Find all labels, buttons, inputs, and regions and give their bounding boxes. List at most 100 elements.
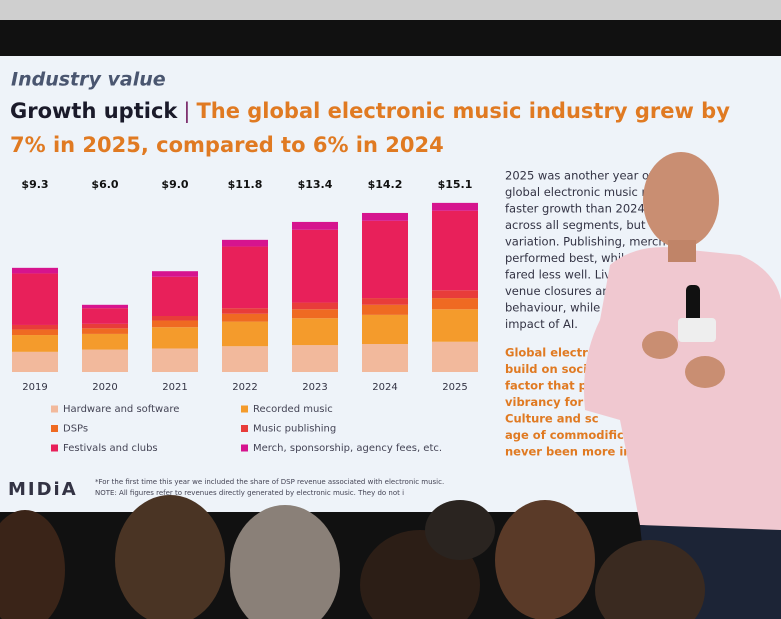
highlight-line: never been more impo: [505, 445, 651, 459]
bar-segment: [82, 349, 128, 372]
bar-segment: [152, 327, 198, 349]
highlight-line: age of commodification: [505, 428, 657, 442]
x-tick-label: 2019: [22, 382, 47, 393]
body-line: impact of AI.: [505, 317, 578, 331]
legend-swatch: [241, 444, 248, 452]
bar-segment: [292, 302, 338, 310]
body-text: 2025 was another year of global electroni…: [505, 169, 666, 459]
bar-segment: [362, 220, 408, 299]
body-line: across all segments, but wi: [505, 218, 662, 232]
bar-segment: [152, 348, 198, 372]
x-tick-label: 2024: [372, 382, 397, 393]
bar-segment: [222, 321, 268, 347]
bar-segment: [82, 308, 128, 324]
bar-segment: [222, 246, 268, 309]
bar-segment: [152, 276, 198, 316]
total-label: $6.0: [91, 178, 118, 191]
body-line: faster growth than 2024.: [505, 202, 648, 216]
highlight-line: factor that p: [505, 379, 587, 393]
body-line: 2025 was another year of: [505, 169, 654, 183]
legend-label: Hardware and software: [63, 404, 179, 415]
bar-segment: [222, 308, 268, 314]
bar-segment: [432, 210, 478, 291]
bar-segment: [152, 320, 198, 328]
bar-segment: [12, 335, 58, 352]
bar-segment: [82, 304, 128, 309]
total-label: $9.0: [161, 178, 188, 191]
microphone: [686, 285, 700, 325]
neck: [668, 240, 696, 262]
highlight-line: Global electro: [505, 346, 596, 360]
headline-text: The global electronic music industry gre…: [10, 99, 730, 157]
bar-segment: [12, 329, 58, 336]
bar-segment: [292, 229, 338, 303]
body-line: global electronic music ma: [505, 185, 660, 199]
bar-segment: [222, 313, 268, 322]
body-line: venue closures an: [505, 284, 610, 298]
headline: Growth uptick | The global electronic musi…: [10, 94, 730, 162]
body-line: fared less well. Live refl: [505, 268, 641, 282]
bar-segment: [432, 298, 478, 310]
bar-segment: [432, 309, 478, 342]
head: [643, 152, 719, 248]
legend-swatch: [51, 444, 58, 452]
bar-segment: [82, 323, 128, 329]
footnote: *For the first time this year we include…: [95, 478, 444, 486]
total-label: $15.1: [438, 178, 473, 191]
hand: [685, 356, 725, 388]
legend-swatch: [51, 405, 58, 413]
bar-segment: [82, 328, 128, 334]
bar-segment: [292, 221, 338, 230]
bar-segment: [12, 267, 58, 274]
bar-segment: [432, 290, 478, 299]
logo: MIDiA: [8, 479, 78, 500]
bar-segment: [12, 351, 58, 372]
shirt: [584, 247, 781, 530]
bar-segment: [82, 333, 128, 350]
total-label: $14.2: [368, 178, 403, 191]
x-tick-label: 2021: [162, 382, 187, 393]
bar-segment: [362, 304, 408, 315]
bar-segment: [222, 346, 268, 372]
bar-segment: [12, 273, 58, 325]
bar-segment: [362, 314, 408, 344]
legend-label: Recorded music: [253, 404, 333, 415]
legend-label: DSPs: [63, 424, 88, 435]
legend-swatch: [51, 425, 58, 432]
bar-segment: [362, 344, 408, 372]
kicker: Industry value: [11, 69, 166, 91]
legend-label: Music publishing: [253, 424, 336, 435]
bar-segment: [362, 212, 408, 221]
audience: [0, 495, 705, 619]
legend-swatch: [241, 425, 248, 432]
highlight-line: vibrancy for: [505, 395, 584, 409]
x-tick-label: 2022: [232, 382, 257, 393]
body-line: behaviour, while: [505, 301, 600, 315]
bar-segment: [222, 239, 268, 247]
bar-segment: [362, 298, 408, 305]
highlight-line: Culture and sc: [505, 412, 599, 426]
separator: |: [183, 99, 191, 123]
headline-lead: Growth uptick: [10, 99, 178, 123]
mic-flag: [678, 318, 716, 342]
x-tick-label: 2023: [302, 382, 327, 393]
x-tick-label: 2020: [92, 382, 117, 393]
footnote: NOTE: All figures refer to revenues dire…: [95, 489, 404, 497]
highlight-line: build on social: [505, 362, 599, 376]
bar-segment: [432, 341, 478, 372]
bar-segment: [152, 271, 198, 277]
bar-segment: [152, 316, 198, 321]
total-label: $9.3: [21, 178, 48, 191]
body-line: variation. Publishing, merch: [505, 235, 666, 249]
hand: [642, 331, 678, 359]
bar-segment: [292, 345, 338, 372]
bar-segment: [12, 324, 58, 330]
bar-segment: [292, 309, 338, 319]
total-label: $13.4: [298, 178, 333, 191]
total-label: $11.8: [228, 178, 263, 191]
chart: 2019 $9.3 2020 $6.0 2021 $9.0 2022 $11.8 2023 $13…: [12, 178, 478, 454]
x-tick-label: 2025: [442, 382, 467, 393]
ceiling: [0, 0, 781, 20]
legend-label: Merch, sponsorship, agency fees, etc.: [253, 443, 442, 454]
